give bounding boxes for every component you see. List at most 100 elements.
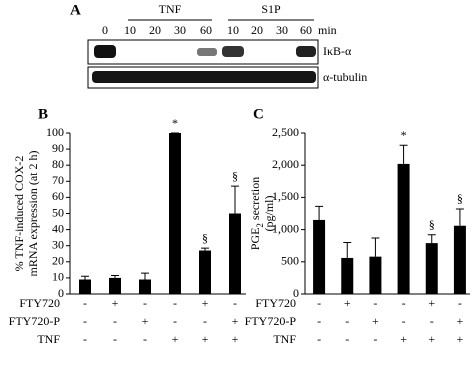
annotation: * (401, 128, 407, 142)
treatment-sign: + (457, 332, 464, 346)
lane-label: 10 (227, 23, 239, 37)
row-label: α-tubulin (323, 70, 367, 84)
y-axis-label-part: PGE (248, 228, 262, 251)
row-label: IκB-α (323, 44, 352, 58)
treatment-sign: - (83, 296, 87, 310)
panel-label: C (253, 106, 264, 122)
lane-label: 10 (124, 23, 136, 37)
error-bar (231, 185, 239, 214)
treatment-sign: - (317, 314, 321, 328)
y-tick-label: 500 (281, 254, 299, 268)
treatment-name: TNF (273, 332, 296, 346)
treatment-sign: - (143, 296, 147, 310)
y-tick-label: 40 (52, 221, 64, 235)
bar (341, 257, 354, 294)
y-tick-label: 0 (58, 286, 64, 300)
lane-label: 30 (276, 23, 288, 37)
lane-label: 60 (200, 23, 212, 37)
treatment-sign: + (232, 314, 239, 328)
unit-label: min (318, 23, 337, 37)
treatment-sign: - (83, 332, 87, 346)
bar (199, 250, 211, 294)
blot-bands (87, 19, 319, 89)
y-axis-label: mRNA expression (at 2 h) (26, 151, 40, 277)
y-tick-label: 0 (293, 286, 299, 300)
treatment-sign: + (202, 296, 209, 310)
panel-label: B (38, 106, 48, 122)
bar (397, 163, 410, 294)
annotation: § (457, 192, 463, 206)
panel-label: A (70, 2, 81, 18)
error-bar (455, 208, 464, 226)
treatment-sign: + (142, 314, 149, 328)
bar (369, 256, 382, 294)
group-label: S1P (261, 2, 281, 16)
y-tick-label: 80 (52, 157, 64, 171)
y-tick-label: 90 (52, 141, 64, 155)
y-axis-label: PGE2 secretion (248, 177, 265, 250)
treatment-sign: - (173, 296, 177, 310)
bar (425, 243, 438, 294)
bar (169, 133, 181, 294)
y-axis-label: (pg/ml) (262, 196, 276, 232)
treatment-name: TNF (37, 332, 60, 346)
treatment-sign: - (83, 314, 87, 328)
treatment-sign: - (402, 296, 406, 310)
group-label: TNF (159, 2, 182, 16)
treatment-sign: - (317, 332, 321, 346)
y-tick-label: 70 (52, 173, 64, 187)
treatment-name: FTY720-P (9, 314, 61, 328)
bar (139, 279, 151, 294)
treatment-sign: - (143, 332, 147, 346)
treatment-sign: - (345, 332, 349, 346)
treatment-sign: - (317, 296, 321, 310)
annotation: § (429, 218, 435, 232)
treatment-sign: + (232, 332, 239, 346)
treatment-sign: + (202, 332, 209, 346)
y-axis-label: % TNF-induced COX-2 (12, 156, 26, 272)
error-bar (343, 241, 352, 258)
error-bar (81, 275, 89, 280)
error-bar (315, 205, 324, 220)
treatment-sign: + (428, 332, 435, 346)
y-tick-label: 20 (52, 254, 64, 268)
treatment-sign: - (233, 296, 237, 310)
error-bar (201, 247, 209, 251)
y-tick-label: 10 (52, 270, 64, 284)
treatment-sign: - (345, 314, 349, 328)
treatment-sign: - (113, 332, 117, 346)
treatment-name: FTY720 (255, 296, 296, 310)
annotation: * (172, 116, 178, 130)
y-tick-label: 60 (52, 189, 64, 203)
treatment-sign: + (372, 314, 379, 328)
lane-label: 60 (300, 23, 312, 37)
treatment-name: FTY720 (19, 296, 60, 310)
lane-label: 30 (174, 23, 186, 37)
annotation: § (202, 231, 208, 245)
treatment-sign: + (112, 296, 119, 310)
treatment-sign: - (113, 314, 117, 328)
treatment-name: FTY720-P (245, 314, 297, 328)
error-bar (427, 234, 436, 244)
y-tick-label: 50 (52, 205, 64, 219)
y-tick-label: 1,500 (272, 189, 299, 203)
treatment-sign: + (172, 332, 179, 346)
bar (229, 213, 241, 294)
y-axis-label-part: secretion (248, 177, 262, 223)
treatment-sign: - (173, 314, 177, 328)
treatment-sign: - (373, 332, 377, 346)
bar (453, 225, 466, 294)
error-bar (371, 237, 380, 257)
error-bar (111, 274, 119, 278)
lane-label: 0 (102, 23, 108, 37)
annotation: § (232, 169, 238, 183)
y-tick-label: 2,500 (272, 125, 299, 139)
treatment-sign: - (458, 296, 462, 310)
error-bar (141, 272, 149, 280)
bar (109, 277, 121, 294)
treatment-sign: + (344, 296, 351, 310)
error-bar (399, 144, 408, 164)
bar (313, 219, 326, 294)
treatment-sign: - (373, 296, 377, 310)
